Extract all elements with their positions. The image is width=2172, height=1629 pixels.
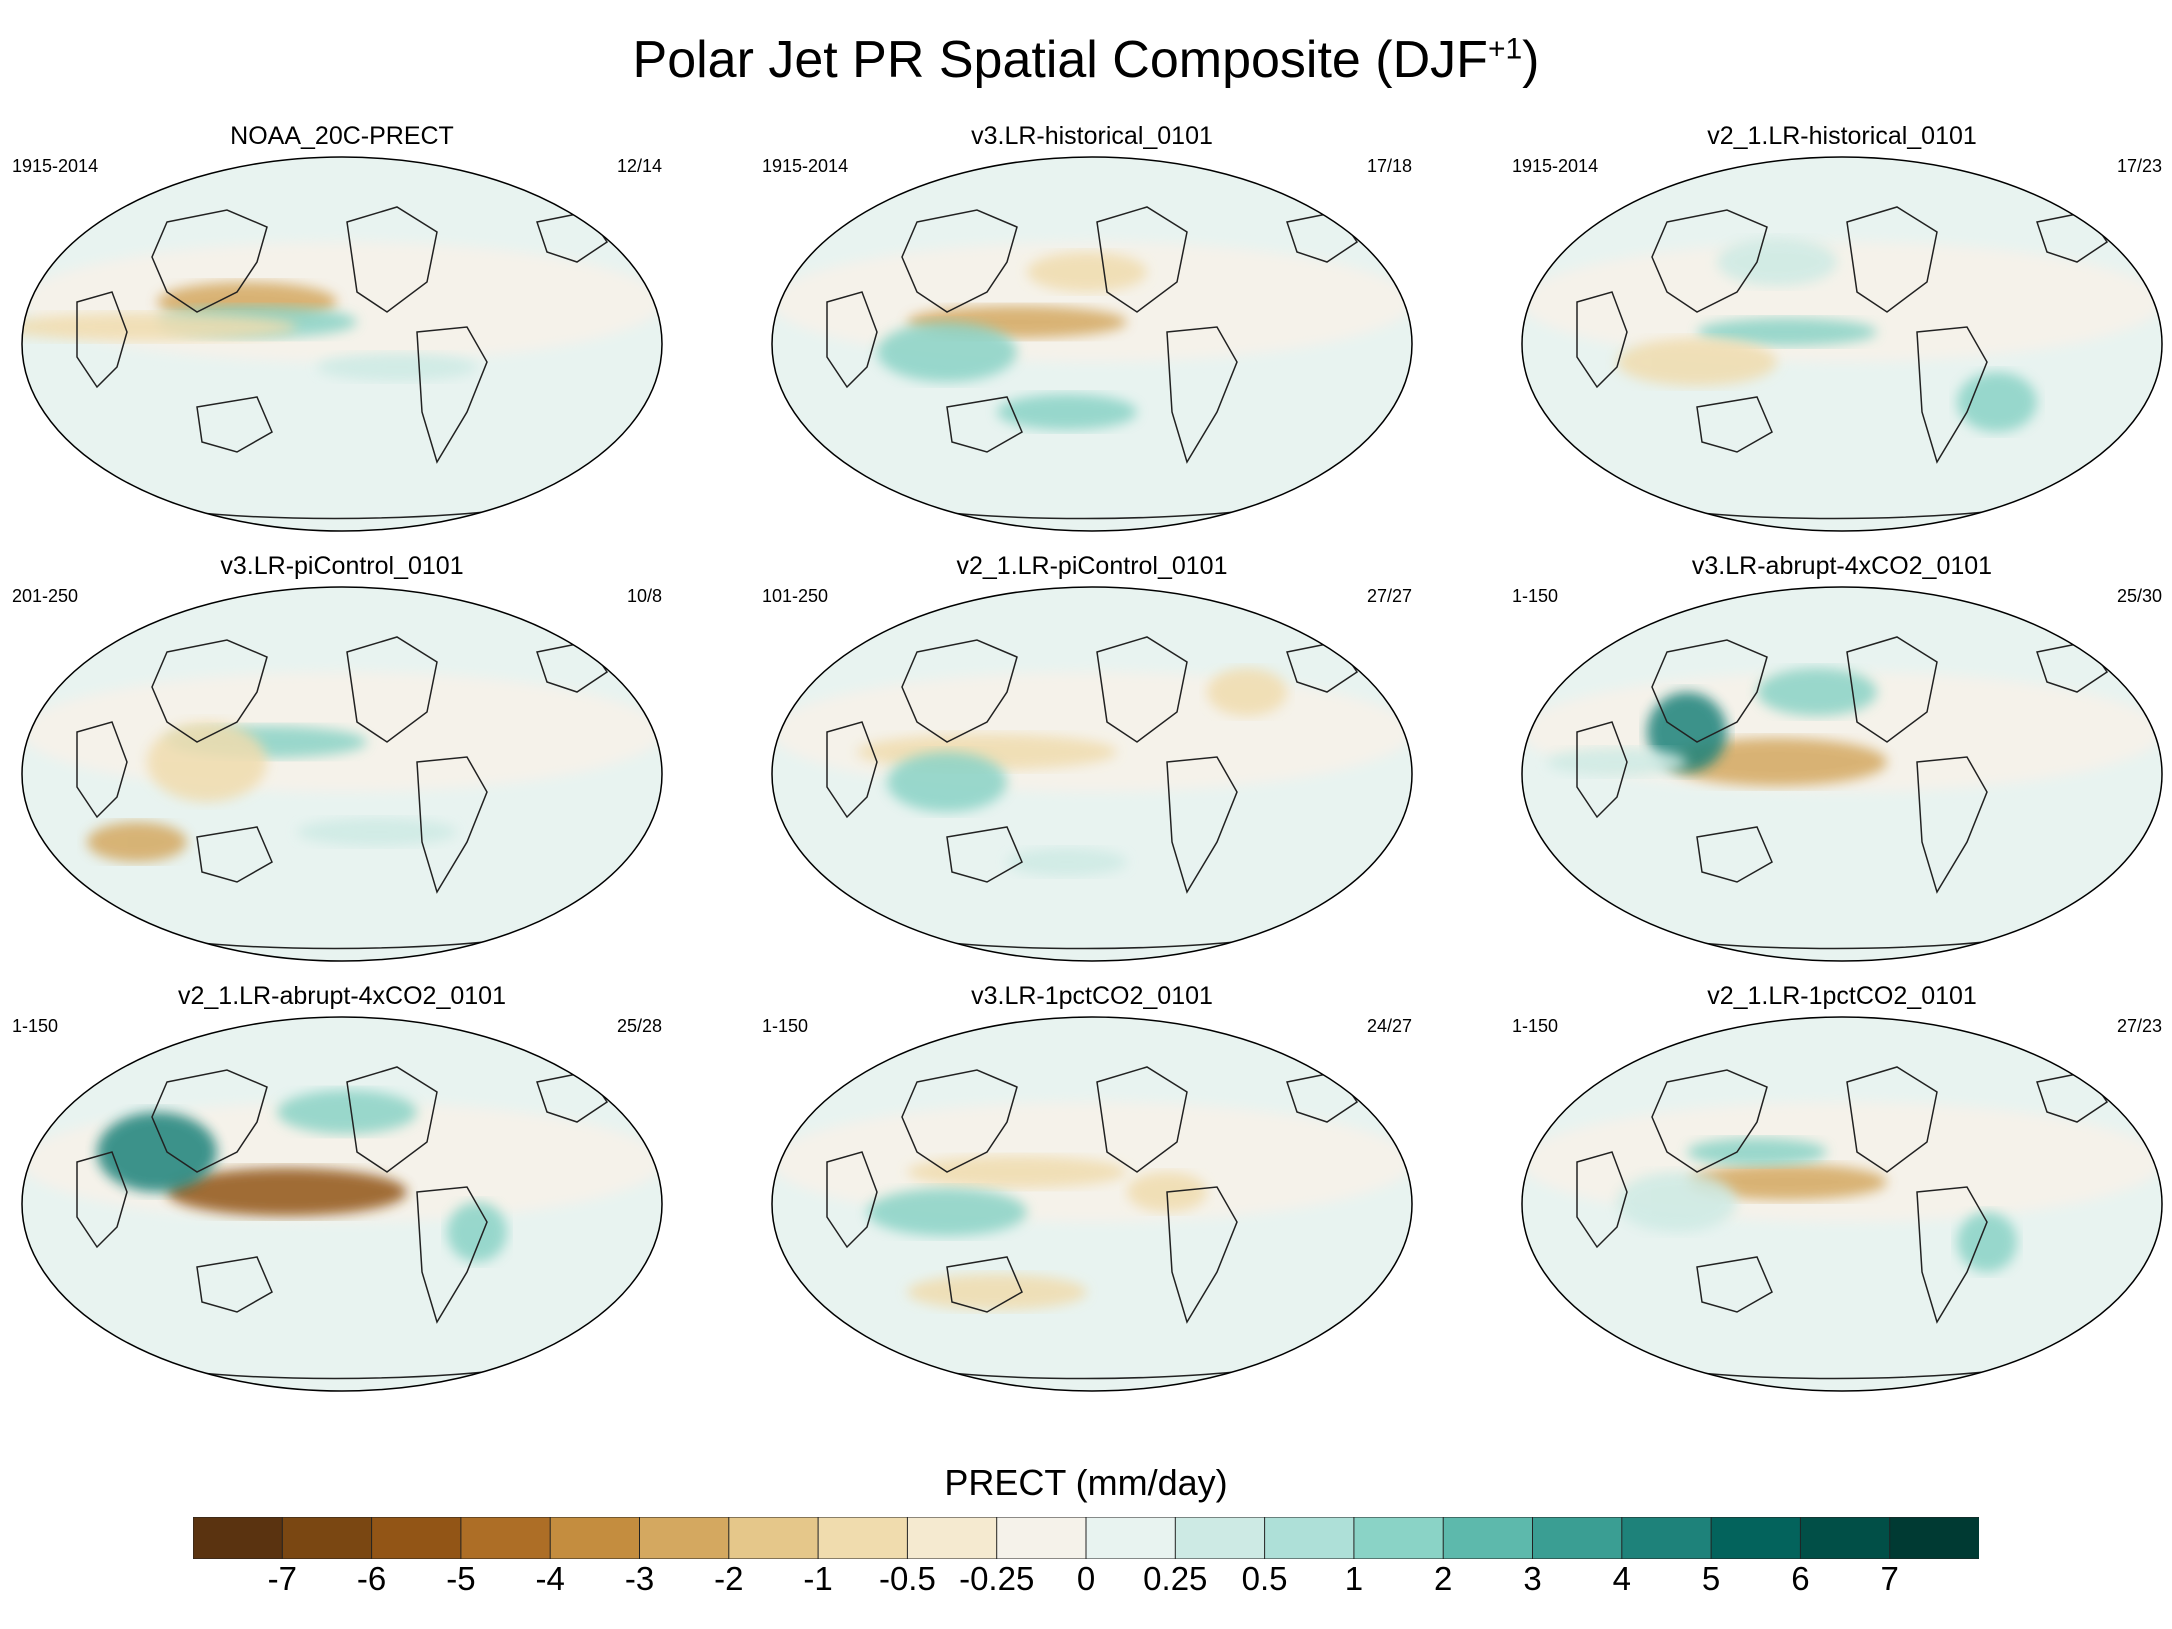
panel-title: NOAA_20C-PRECT	[230, 122, 454, 150]
colorbar-tick-label: 0.5	[1241, 1560, 1288, 1597]
panel-count: 25/28	[616, 1016, 662, 1036]
panel-title: v2_1.LR-historical_0101	[1707, 122, 1977, 150]
precip-anomaly-map	[21, 1016, 663, 1392]
colorbar-tick-label: 3	[1523, 1560, 1542, 1597]
colorbar-tick-label: 6	[1791, 1560, 1810, 1597]
map-panel: v2_1.LR-abrupt-4xCO2_0101 1-150 25/28	[12, 982, 672, 1402]
panel-period: 1915-2014	[762, 156, 849, 176]
precip-anomaly-map	[21, 156, 663, 532]
colorbar-tick-label: -5	[446, 1560, 476, 1597]
colorbar	[193, 1517, 1979, 1559]
precip-anomaly-map	[1521, 156, 2163, 532]
colorbar-tick-label: 7	[1880, 1560, 1899, 1597]
map-panel: v3.LR-piControl_0101 201-250 10/8	[12, 552, 672, 972]
map-panel: v2_1.LR-historical_0101 1915-2014 17/23	[1512, 122, 2172, 542]
colorbar-swatch	[193, 1517, 284, 1559]
colorbar-swatch	[728, 1517, 820, 1559]
panel-title: v3.LR-1pctCO2_0101	[971, 982, 1213, 1010]
panel-count: 17/23	[2116, 156, 2162, 176]
colorbar-swatch	[1264, 1517, 1355, 1559]
map-panel: v2_1.LR-piControl_0101 101-250 27/27	[762, 552, 1422, 972]
colorbar-swatch	[996, 1517, 1088, 1559]
colorbar-swatch	[281, 1517, 373, 1559]
figure-title: Polar Jet PR Spatial Composite (DJF+1)	[632, 31, 1540, 89]
panel-period: 101-250	[762, 586, 829, 606]
colorbar-tick-label: -0.25	[959, 1560, 1035, 1597]
precip-anomaly-map	[771, 156, 1413, 532]
colorbar-tick-label: 2	[1434, 1560, 1453, 1597]
colorbar-swatch	[1532, 1517, 1623, 1559]
map-panel: v2_1.LR-1pctCO2_0101 1-150 27/23	[1512, 982, 2172, 1402]
colorbar-tick-label: 0	[1076, 1560, 1096, 1597]
colorbar-tick-label: -6	[356, 1560, 387, 1597]
colorbar-tick-label: 5	[1701, 1560, 1721, 1597]
panel-count: 25/30	[2116, 586, 2162, 606]
panel-title: v3.LR-historical_0101	[971, 122, 1213, 150]
colorbar-swatch	[1353, 1517, 1445, 1559]
panel-count: 24/27	[1366, 1016, 1412, 1036]
colorbar-swatch	[460, 1517, 552, 1559]
panel-period: 201-250	[12, 586, 79, 606]
colorbar-swatch	[1174, 1517, 1266, 1559]
map-panel: NOAA_20C-PRECT 1915-2014 12/14	[12, 122, 672, 542]
panel-period: 1-150	[1512, 586, 1559, 606]
colorbar-tick-labels: -7 -6 -5 -4 -3 -2 -1 -0.5 -0.25 0 0.25 0.5 1 2 3 4 5 6 7	[0, 1560, 2172, 1610]
colorbar-swatch	[639, 1517, 730, 1559]
colorbar-swatch	[906, 1517, 998, 1559]
colorbar-tick-label: -0.5	[878, 1560, 936, 1597]
panel-title: v3.LR-abrupt-4xCO2_0101	[1691, 552, 1993, 580]
panel-count: 27/23	[2116, 1016, 2162, 1036]
colorbar-swatch	[1799, 1517, 1891, 1559]
colorbar-tick-label: -7	[267, 1560, 297, 1597]
colorbar-tick-label: -4	[535, 1560, 565, 1597]
precip-anomaly-map	[771, 586, 1413, 962]
colorbar-tick-label: 4	[1612, 1560, 1631, 1597]
precip-anomaly-map	[771, 1016, 1413, 1392]
precip-anomaly-map	[1521, 1016, 2163, 1392]
colorbar-swatch	[817, 1517, 909, 1559]
colorbar-tick-label: 1	[1344, 1560, 1364, 1597]
precip-anomaly-map	[1521, 586, 2163, 962]
panel-period: 1915-2014	[1512, 156, 1599, 176]
panel-period: 1-150	[762, 1016, 809, 1036]
colorbar-tick-label: -3	[624, 1560, 655, 1597]
map-panel: v3.LR-1pctCO2_0101 1-150 24/27	[762, 982, 1422, 1402]
panel-title: v2_1.LR-1pctCO2_0101	[1707, 982, 1977, 1010]
panel-title: v3.LR-piControl_0101	[220, 552, 464, 580]
colorbar-swatch	[1085, 1517, 1177, 1559]
colorbar-swatch	[1621, 1517, 1713, 1559]
colorbar-swatch	[371, 1517, 462, 1559]
colorbar-tick-label: -1	[803, 1560, 833, 1597]
panel-title: v2_1.LR-piControl_0101	[956, 552, 1228, 580]
colorbar-swatch	[1442, 1517, 1534, 1559]
colorbar-tick-label: -2	[714, 1560, 744, 1597]
map-panel: v3.LR-abrupt-4xCO2_0101 1-150 25/30	[1512, 552, 2172, 972]
colorbar-tick-label: 0.25	[1143, 1560, 1208, 1597]
colorbar-swatch	[1889, 1517, 1979, 1559]
panel-count: 27/27	[1366, 586, 1412, 606]
panel-period: 1-150	[1512, 1016, 1559, 1036]
map-panel: v3.LR-historical_0101 1915-2014 17/18	[762, 122, 1422, 542]
panel-count: 10/8	[626, 586, 662, 606]
colorbar-title: PRECT (mm/day)	[944, 1462, 1228, 1503]
colorbar-swatch	[549, 1517, 641, 1559]
panel-period: 1-150	[12, 1016, 59, 1036]
panel-title: v2_1.LR-abrupt-4xCO2_0101	[178, 982, 506, 1010]
panel-count: 12/14	[616, 156, 662, 176]
precip-anomaly-map	[21, 586, 663, 962]
panel-count: 17/18	[1366, 156, 1412, 176]
colorbar-swatch	[1710, 1517, 1802, 1559]
panel-period: 1915-2014	[12, 156, 99, 176]
